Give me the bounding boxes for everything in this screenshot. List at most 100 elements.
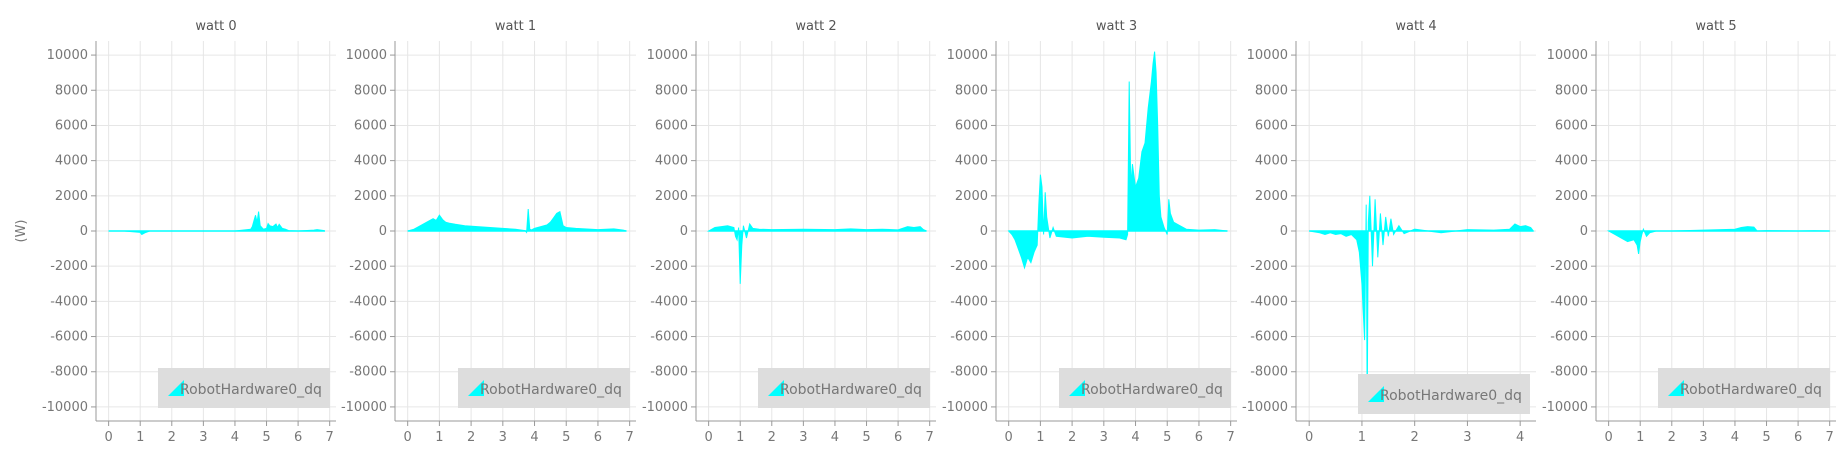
x-tick-label: 2 [1668, 430, 1676, 445]
legend-label: RobotHardware0_dq [480, 382, 622, 398]
y-tick-label: 2000 [655, 189, 688, 204]
x-tick-label: 1 [136, 430, 144, 445]
x-tick-label: 1 [435, 430, 443, 445]
x-tick-label: 7 [926, 430, 934, 445]
x-tick-label: 3 [199, 430, 207, 445]
x-tick-label: 0 [704, 430, 712, 445]
x-tick-label: 3 [1699, 430, 1707, 445]
legend: RobotHardware0_dq [158, 368, 330, 408]
y-axis-label: (W) [14, 220, 29, 243]
x-tick-label: 7 [1227, 430, 1235, 445]
y-tick-label: -10000 [1242, 400, 1288, 415]
y-tick-label: -4000 [349, 294, 387, 309]
x-tick-label: 6 [294, 430, 302, 445]
y-tick-label: -6000 [349, 330, 387, 345]
y-tick-label: 8000 [1555, 83, 1588, 98]
legend-label: RobotHardware0_dq [780, 382, 922, 398]
x-tick-label: 0 [1604, 430, 1612, 445]
legend-swatch [468, 380, 484, 396]
x-tick-label: 0 [1305, 430, 1313, 445]
y-tick-label: -4000 [950, 294, 988, 309]
y-tick-label: 4000 [1555, 154, 1588, 169]
legend-label: RobotHardware0_dq [1680, 382, 1822, 398]
y-tick-label: 10000 [47, 48, 88, 63]
y-tick-label: -6000 [950, 330, 988, 345]
x-tick-label: 7 [326, 430, 334, 445]
x-tick-label: 4 [530, 430, 538, 445]
x-tick-label: 3 [1463, 430, 1471, 445]
x-tick-label: 6 [1794, 430, 1802, 445]
y-tick-label: -2000 [50, 259, 88, 274]
chart-panel-0: watt 0 10000 8000 6000 4000 2000 0 -2000 -4000 -6… [42, 19, 336, 445]
y-tick-label: 2000 [354, 189, 387, 204]
x-tick-label: 5 [1163, 430, 1171, 445]
y-tick-label: -6000 [50, 330, 88, 345]
legend: RobotHardware0_dq [1658, 368, 1830, 408]
y-tick-label: -8000 [650, 365, 688, 380]
legend-swatch [1668, 380, 1684, 396]
x-tick-label: 2 [467, 430, 475, 445]
panel-title: watt 1 [495, 19, 536, 34]
y-tick-label: 8000 [354, 83, 387, 98]
y-tick-label: -2000 [1550, 259, 1588, 274]
x-tick-label: 0 [104, 430, 112, 445]
x-tick-label: 4 [1131, 430, 1139, 445]
y-tick-label: -2000 [950, 259, 988, 274]
chart-panel-1: watt 1 10000 8000 6000 4000 2000 0 -2000 -4000 -6… [341, 19, 636, 445]
y-tick-label: 4000 [354, 154, 387, 169]
y-tick-label: 6000 [955, 118, 988, 133]
y-tick-label: 10000 [346, 48, 387, 63]
y-tick-label: 4000 [655, 154, 688, 169]
x-tick-label: 0 [1005, 430, 1013, 445]
y-tick-label: -8000 [349, 365, 387, 380]
legend-swatch [168, 380, 184, 396]
legend-swatch [768, 380, 784, 396]
x-tick-label: 3 [1100, 430, 1108, 445]
y-tick-label: 10000 [947, 48, 988, 63]
y-tick-label: -4000 [50, 294, 88, 309]
y-tick-label: 6000 [354, 118, 387, 133]
x-tick-label: 2 [168, 430, 176, 445]
x-tick-label: 4 [1516, 430, 1524, 445]
y-tick-label: 10000 [1547, 48, 1588, 63]
chart-panel-4: watt 4 10000 8000 6000 4000 2000 0 -2000 -4000 -6… [1242, 19, 1536, 445]
panel-title: watt 2 [795, 19, 836, 34]
chart-panel-5: watt 5 10000 8000 6000 4000 2000 0 -2000 -4000 -6… [1542, 19, 1836, 445]
y-tick-label: -6000 [1550, 330, 1588, 345]
x-tick-label: 5 [862, 430, 870, 445]
y-tick-label: 4000 [1255, 154, 1288, 169]
x-tick-label: 2 [1411, 430, 1419, 445]
legend: RobotHardware0_dq [1059, 368, 1231, 408]
panel-title: watt 3 [1096, 19, 1137, 34]
x-tick-label: 6 [1195, 430, 1203, 445]
y-tick-label: 6000 [55, 118, 88, 133]
series-area [1309, 195, 1535, 411]
panel-title: watt 0 [195, 19, 236, 34]
y-tick-label: 8000 [55, 83, 88, 98]
legend-box [1358, 374, 1530, 414]
legend-box [1658, 368, 1830, 408]
legend: RobotHardware0_dq [458, 368, 630, 408]
x-tick-label: 4 [231, 430, 239, 445]
y-tick-label: 0 [1580, 224, 1588, 239]
y-tick-label: -4000 [1250, 294, 1288, 309]
x-tick-label: 1 [1036, 430, 1044, 445]
y-tick-label: 2000 [955, 189, 988, 204]
y-tick-label: -8000 [1250, 365, 1288, 380]
y-tick-label: 0 [980, 224, 988, 239]
x-tick-label: 4 [1731, 430, 1739, 445]
x-tick-label: 6 [594, 430, 602, 445]
x-tick-label: 3 [499, 430, 507, 445]
legend: RobotHardware0_dq [1358, 374, 1530, 414]
y-tick-label: -2000 [1250, 259, 1288, 274]
x-tick-label: 1 [736, 430, 744, 445]
legend-swatch [1069, 380, 1085, 396]
x-tick-label: 3 [799, 430, 807, 445]
legend-box [458, 368, 630, 408]
legend-box [158, 368, 330, 408]
y-tick-label: 0 [379, 224, 387, 239]
panel-title: watt 5 [1695, 19, 1736, 34]
y-tick-label: 4000 [955, 154, 988, 169]
legend-box [758, 368, 930, 408]
